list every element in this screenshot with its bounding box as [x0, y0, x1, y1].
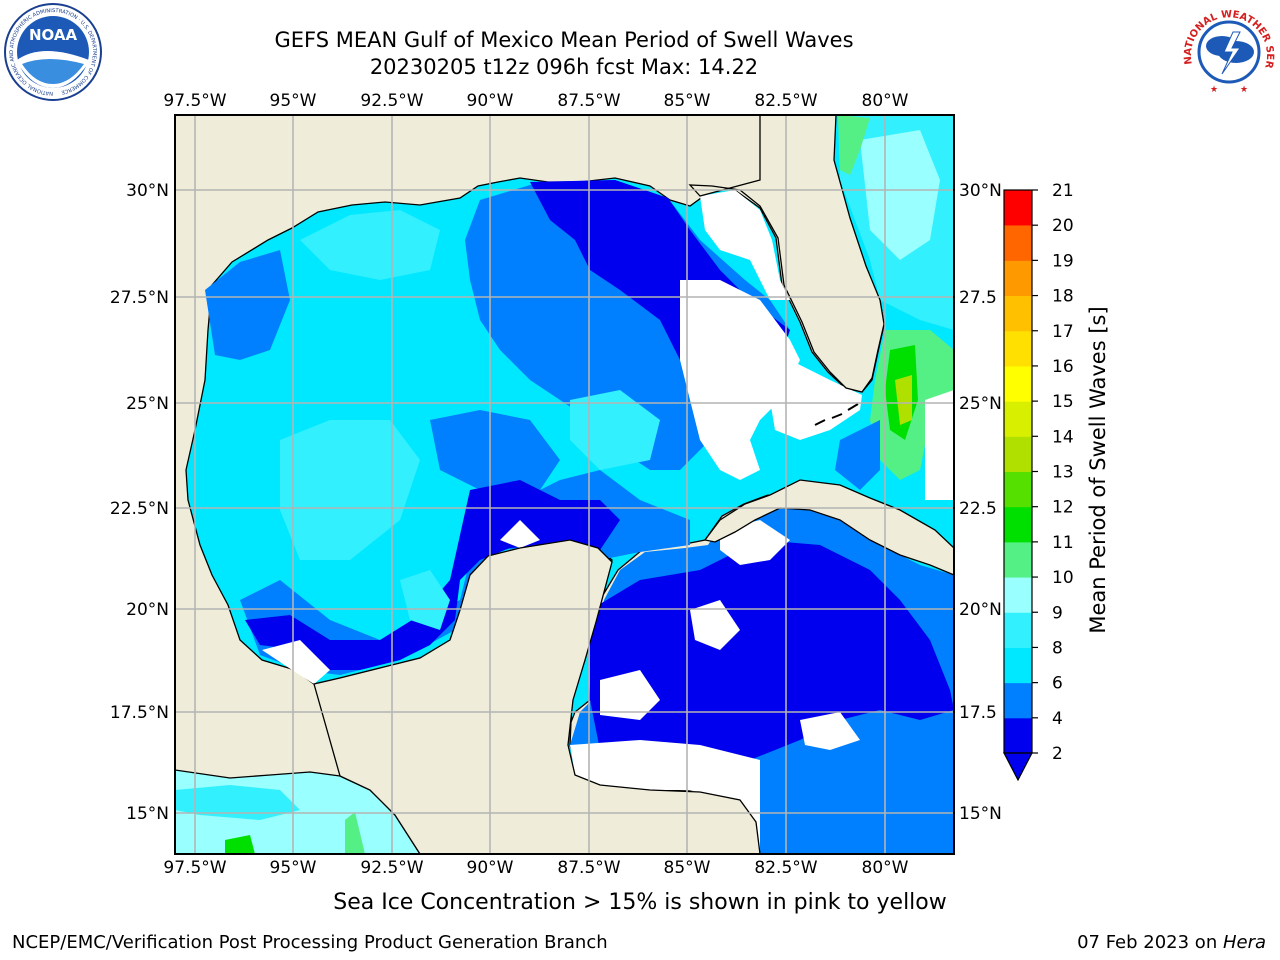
colorbar-segment [1004, 612, 1032, 648]
lat-label-right: 25°N [959, 394, 1002, 414]
colorbar-tick-label: 2 [1052, 744, 1063, 764]
lon-label-top: 87.5°W [557, 91, 620, 111]
lat-label-left: 27.5°N [110, 288, 169, 308]
lon-label-bottom: 95°W [270, 858, 317, 878]
lat-label-right: 22.5 [959, 499, 997, 519]
colorbar-tick-label: 19 [1052, 251, 1074, 271]
lon-label-bottom: 97.5°W [163, 858, 226, 878]
colorbar-tick-label: 20 [1052, 216, 1074, 236]
colorbar-segment [1004, 260, 1032, 296]
map: 97.5°W 95°W 92.5°W 90°W 87.5°W 85°W 82.5… [0, 0, 1280, 960]
colorbar-tick-label: 8 [1052, 638, 1063, 658]
colorbar-tick-label: 15 [1052, 392, 1074, 412]
colorbar-segment [1004, 401, 1032, 437]
lat-label-right: 30°N [959, 181, 1002, 201]
colorbar-segment [1004, 225, 1032, 261]
lon-label-top: 95°W [270, 91, 317, 111]
colorbar-segment [1004, 296, 1032, 332]
lat-label-left: 22.5°N [110, 499, 169, 519]
colorbar-tick-label: 14 [1052, 427, 1074, 447]
colorbar-segment [1004, 542, 1032, 578]
lat-label-left: 17.5°N [110, 703, 169, 723]
colorbar-segment [1004, 366, 1032, 402]
colorbar-segment [1004, 507, 1032, 543]
colorbar-segment [1004, 472, 1032, 508]
colorbar-segment [1004, 647, 1032, 683]
colorbar-segment [1004, 436, 1032, 472]
colorbar-tick-label: 17 [1052, 322, 1074, 342]
colorbar-tick-label: 9 [1052, 603, 1063, 623]
bahamas-nodata [925, 390, 954, 500]
colorbar: 2 4 6 8 9 10 11 12 13 14 15 16 17 18 19 20 21 [1004, 181, 1074, 780]
lon-label-top: 85°W [664, 91, 711, 111]
colorbar-extend-arrow [1004, 753, 1032, 780]
colorbar-tick-label: 10 [1052, 568, 1074, 588]
lon-label-top: 97.5°W [163, 91, 226, 111]
lat-label-left: 20°N [126, 600, 169, 620]
lat-label-right: 15°N [959, 804, 1002, 824]
footer-date: 07 Feb 2023 on Hera [1077, 932, 1266, 953]
sea-ice-note: Sea Ice Concentration > 15% is shown in … [0, 890, 1280, 915]
colorbar-segment [1004, 718, 1032, 754]
colorbar-tick-label: 6 [1052, 674, 1063, 694]
lon-label-bottom: 92.5°W [360, 858, 423, 878]
colorbar-segment [1004, 577, 1032, 613]
lon-label-top: 90°W [467, 91, 514, 111]
lon-label-top: 92.5°W [360, 91, 423, 111]
colorbar-tick-label: 12 [1052, 498, 1074, 518]
lat-label-right: 17.5 [959, 703, 997, 723]
lat-label-left: 25°N [126, 394, 169, 414]
lon-label-bottom: 87.5°W [557, 858, 620, 878]
colorbar-tick-label: 16 [1052, 357, 1074, 377]
lon-label-bottom: 82.5°W [754, 858, 817, 878]
lat-label-left: 15°N [126, 804, 169, 824]
lat-label-right: 27.5 [959, 288, 997, 308]
colorbar-tick-label: 18 [1052, 287, 1074, 307]
colorbar-tick-label: 11 [1052, 533, 1074, 553]
colorbar-tick-label: 21 [1052, 181, 1074, 201]
lon-label-bottom: 85°W [664, 858, 711, 878]
lon-label-top: 82.5°W [754, 91, 817, 111]
colorbar-segment [1004, 683, 1032, 719]
lon-label-top: 80°W [862, 91, 909, 111]
colorbar-segment [1004, 190, 1032, 225]
lon-label-bottom: 90°W [467, 858, 514, 878]
colorbar-label: Mean Period of Swell Waves [s] [1086, 306, 1110, 633]
lat-label-right: 20°N [959, 600, 1002, 620]
colorbar-segment [1004, 331, 1032, 367]
lon-label-bottom: 80°W [862, 858, 909, 878]
footer-credit: NCEP/EMC/Verification Post Processing Pr… [12, 932, 608, 953]
lat-label-left: 30°N [126, 181, 169, 201]
colorbar-tick-label: 4 [1052, 709, 1063, 729]
footer-host: Hera [1223, 932, 1266, 953]
footer-date-text: 07 Feb 2023 on [1077, 932, 1223, 953]
colorbar-tick-label: 13 [1052, 463, 1074, 483]
